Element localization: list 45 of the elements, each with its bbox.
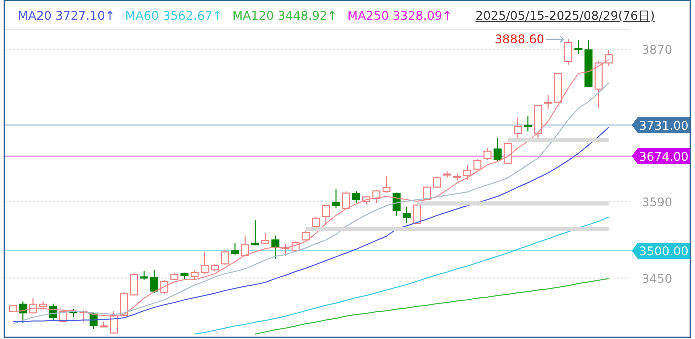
ref-line-label: 3731.00 bbox=[639, 118, 689, 133]
candlestick bbox=[392, 192, 401, 217]
legend-label: MA250 3328.09↑ bbox=[348, 9, 453, 23]
candlestick bbox=[494, 138, 502, 162]
annotation: 3888.60 bbox=[494, 32, 545, 46]
chart-subtitle: 2025/05/15-2025/08/29(76日) bbox=[476, 9, 655, 23]
candlestick bbox=[544, 94, 552, 110]
candlestick bbox=[110, 311, 118, 334]
candlestick bbox=[262, 232, 270, 244]
candlestick bbox=[504, 142, 512, 164]
y-tick-label: 3450 bbox=[642, 272, 673, 286]
candlestick bbox=[150, 270, 158, 294]
ref-line-label: 3674.00 bbox=[639, 150, 689, 164]
candlestick bbox=[514, 117, 522, 140]
candlestick bbox=[524, 116, 532, 132]
candlestick bbox=[574, 40, 583, 54]
candlestick bbox=[604, 50, 613, 66]
y-tick-label: 3590 bbox=[642, 196, 673, 210]
candlestick bbox=[332, 189, 340, 210]
text: MA60 3562.67↑ bbox=[125, 9, 223, 23]
candlestick bbox=[322, 204, 330, 226]
candlestick bbox=[564, 38, 573, 66]
candlestick bbox=[402, 207, 411, 224]
candlestick bbox=[382, 176, 391, 194]
y-tick-label: 3870 bbox=[642, 43, 673, 58]
candlestick bbox=[231, 242, 240, 256]
candlestick bbox=[272, 235, 280, 260]
ref-line-label: 3500.00 bbox=[639, 244, 689, 259]
line-series bbox=[194, 216, 610, 335]
candlestick bbox=[352, 190, 360, 204]
candlestick bbox=[342, 191, 350, 210]
candlestick bbox=[160, 279, 169, 295]
candlestick bbox=[200, 252, 209, 274]
candlestick bbox=[130, 272, 138, 296]
candlestick bbox=[474, 159, 482, 170]
candlestick bbox=[372, 190, 381, 204]
text: MA20 3727.10↑ bbox=[18, 9, 116, 23]
candlestick bbox=[433, 177, 442, 189]
candlestick bbox=[484, 148, 492, 161]
candlestick bbox=[251, 220, 260, 246]
candlestick bbox=[190, 270, 199, 280]
text: MA120 3448.92↑ bbox=[232, 9, 338, 23]
candlestick bbox=[464, 164, 472, 181]
candlestick bbox=[221, 250, 230, 266]
line-series bbox=[254, 278, 610, 335]
